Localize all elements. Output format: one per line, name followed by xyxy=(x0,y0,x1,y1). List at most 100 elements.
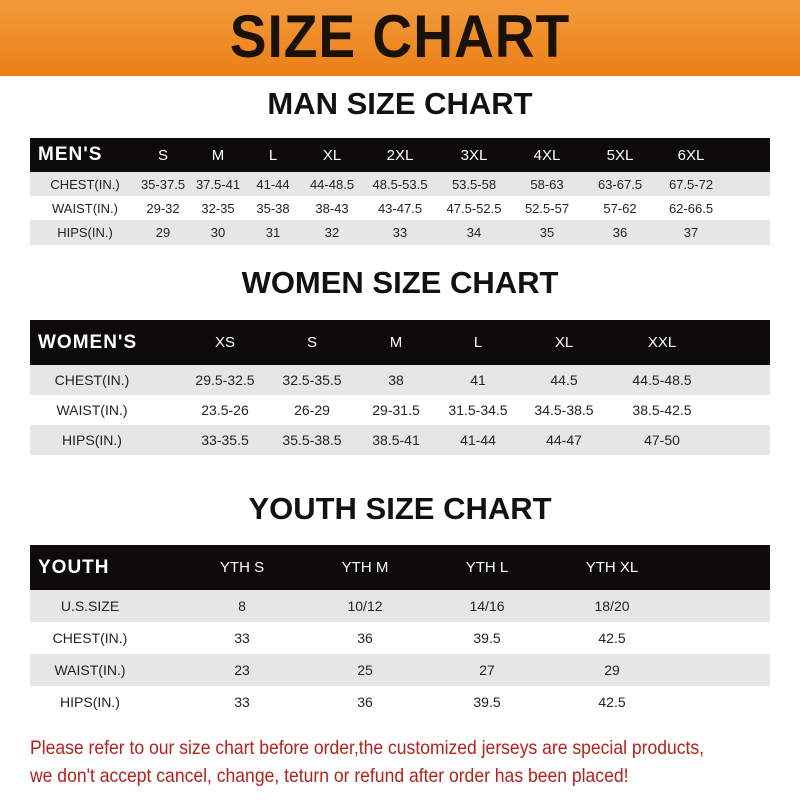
measurement-label: CHEST(IN.) xyxy=(54,372,130,388)
table-row: HIPS(IN.) 33 36 39.5 42.5 xyxy=(30,686,770,718)
measurement-value: 38.5-41 xyxy=(372,432,420,448)
size-column-header: 4XL xyxy=(533,146,561,164)
measurement-value: 25 xyxy=(357,662,373,678)
measurement-value: 38-43 xyxy=(315,200,349,216)
measurement-value: 38 xyxy=(388,372,404,388)
measurement-value: 26-29 xyxy=(294,402,330,418)
table-row: WAIST(IN.) 29-32 32-35 35-38 38-43 43-47.5 47.… xyxy=(30,196,770,220)
size-column-header: XL xyxy=(554,334,574,351)
measurement-value: 27 xyxy=(479,662,495,678)
measurement-value: 42.5 xyxy=(598,694,626,710)
size-column-header: YTH M xyxy=(341,559,389,576)
size-column-header: YTH XL xyxy=(585,559,639,576)
measurement-value: 34.5-38.5 xyxy=(534,402,594,418)
size-column-header: 2XL xyxy=(386,146,414,164)
measurement-value: 29-32 xyxy=(146,200,180,216)
measurement-value: 33 xyxy=(392,225,408,240)
size-column-header: YTH L xyxy=(465,559,509,576)
measurement-value: 31.5-34.5 xyxy=(448,402,508,418)
measurement-value: 42.5 xyxy=(598,630,626,646)
measurement-value: 36 xyxy=(357,694,373,710)
measurement-value: 29-31.5 xyxy=(372,402,420,418)
measurement-value: 39.5 xyxy=(473,630,501,646)
measurement-value: 14/16 xyxy=(469,598,505,614)
measurement-value: 39.5 xyxy=(473,694,501,710)
table-header-label: YOUTH xyxy=(38,556,110,578)
measurement-value: 37.5-41 xyxy=(195,176,241,192)
measurement-value: 67.5-72 xyxy=(668,176,714,192)
measurement-value: 41-44 xyxy=(256,176,290,192)
measurement-value: 29 xyxy=(604,662,620,678)
measurement-label: HIPS(IN.) xyxy=(62,432,122,448)
banner-title: SIZE CHART xyxy=(229,3,571,70)
size-column-header: 5XL xyxy=(606,146,634,164)
measurement-value: 8 xyxy=(238,598,246,614)
measurement-value: 29.5-32.5 xyxy=(195,372,255,388)
men-section-title: MAN SIZE CHART xyxy=(267,86,533,121)
measurement-value: 57-62 xyxy=(603,200,637,216)
size-chart-banner: SIZE CHART xyxy=(0,0,800,76)
measurement-value: 10/12 xyxy=(347,598,383,614)
measurement-label: U.S.SIZE xyxy=(60,598,120,614)
measurement-value: 41-44 xyxy=(460,432,496,448)
measurement-value: 47.5-52.5 xyxy=(446,200,502,216)
size-column-header: XXL xyxy=(647,334,677,351)
size-column-header: S xyxy=(157,146,169,164)
measurement-label: WAIST(IN.) xyxy=(54,662,126,678)
measurement-value: 35 xyxy=(539,225,555,240)
measurement-value: 33 xyxy=(234,630,250,646)
size-column-header: 3XL xyxy=(460,146,488,164)
measurement-value: 34 xyxy=(466,225,482,240)
size-column-header: L xyxy=(473,334,483,351)
measurement-value: 47-50 xyxy=(644,432,680,448)
measurement-value: 36 xyxy=(612,225,628,240)
table-row: HIPS(IN.) 29 30 31 32 33 34 35 36 37 xyxy=(30,220,770,245)
size-column-header: YTH S xyxy=(219,559,265,576)
order-notice-line-2: we don't accept cancel, change, teturn o… xyxy=(30,765,629,787)
table-header-label: MEN'S xyxy=(38,144,103,165)
measurement-value: 35.5-38.5 xyxy=(282,432,342,448)
youth-size-table: YOUTH YTH S YTH M YTH L YTH XL U.S.SIZE 8 10/12… xyxy=(30,545,770,718)
size-column-header: M xyxy=(389,334,403,351)
measurement-value: 62-66.5 xyxy=(668,200,714,216)
measurement-value: 48.5-53.5 xyxy=(372,176,428,192)
measurement-value: 31 xyxy=(265,225,281,240)
measurement-value: 30 xyxy=(210,225,226,240)
table-header-row: MEN'S S M L XL 2XL 3XL 4XL 5XL 6XL xyxy=(30,138,770,172)
youth-section-title: YOUTH SIZE CHART xyxy=(248,491,552,526)
measurement-label: CHEST(IN.) xyxy=(50,176,120,192)
table-row: CHEST(IN.) 33 36 39.5 42.5 xyxy=(30,622,770,654)
measurement-value: 18/20 xyxy=(594,598,630,614)
measurement-value: 32 xyxy=(324,225,340,240)
measurement-value: 36 xyxy=(357,630,373,646)
measurement-value: 41 xyxy=(470,372,486,388)
measurement-value: 38.5-42.5 xyxy=(632,402,692,418)
measurement-value: 35-37.5 xyxy=(140,176,186,192)
order-notice: Please refer to our size chart before or… xyxy=(30,734,714,790)
measurement-value: 43-47.5 xyxy=(377,200,423,216)
measurement-value: 52.5-57 xyxy=(524,200,570,216)
measurement-value: 53.5-58 xyxy=(451,176,497,192)
size-column-header: S xyxy=(306,334,318,351)
size-column-header: XL xyxy=(322,146,342,164)
measurement-value: 58-63 xyxy=(530,176,564,192)
table-row: HIPS(IN.) 33-35.5 35.5-38.5 38.5-41 41-44 44-… xyxy=(30,425,770,455)
measurement-value: 23 xyxy=(234,662,250,678)
measurement-value: 32.5-35.5 xyxy=(282,372,342,388)
measurement-label: WAIST(IN.) xyxy=(56,402,128,418)
size-column-header: L xyxy=(268,146,278,164)
measurement-value: 44.5-48.5 xyxy=(632,372,692,388)
measurement-value: 44.5 xyxy=(550,372,578,388)
measurement-value: 29 xyxy=(155,225,171,240)
measurement-value: 33-35.5 xyxy=(201,432,249,448)
measurement-label: WAIST(IN.) xyxy=(52,200,118,216)
women-section-title: WOMEN SIZE CHART xyxy=(241,265,559,300)
measurement-label: CHEST(IN.) xyxy=(52,630,128,646)
measurement-value: 33 xyxy=(234,694,250,710)
order-notice-line-1: Please refer to our size chart before or… xyxy=(30,737,705,759)
table-row: WAIST(IN.) 23 25 27 29 xyxy=(30,654,770,686)
measurement-value: 23.5-26 xyxy=(201,402,249,418)
size-column-header: M xyxy=(211,146,225,164)
men-size-table: MEN'S S M L XL 2XL 3XL 4XL 5XL 6XL CHEST(IN.) 35-37… xyxy=(30,138,770,245)
measurement-value: 44-47 xyxy=(546,432,582,448)
